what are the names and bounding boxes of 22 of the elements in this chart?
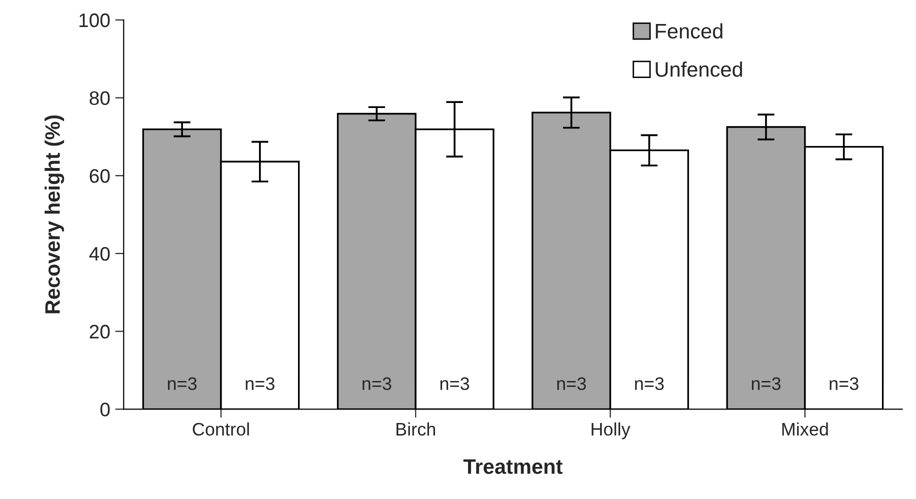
y-tick-label: 60 xyxy=(90,169,110,183)
annotation: n=3 xyxy=(635,377,664,390)
y-tick-label: 0 xyxy=(100,402,110,416)
y-tick-label: 40 xyxy=(89,246,110,261)
y-tick-label: 100 xyxy=(80,13,110,28)
x-tick-label: Holly xyxy=(592,422,630,440)
x-axis-title: Treatment xyxy=(463,459,562,474)
annotation: n=3 xyxy=(362,377,392,390)
legend-label: Fenced xyxy=(656,23,722,39)
annotation: n=3 xyxy=(440,377,470,390)
annotation: n=3 xyxy=(246,377,274,390)
annotation: n=3 xyxy=(830,377,858,390)
x-tick-label: Control xyxy=(192,422,249,436)
annotation: n=3 xyxy=(557,377,586,390)
x-tick-label: Birch xyxy=(396,422,436,436)
annotation: n=3 xyxy=(752,377,781,390)
y-axis-title: Recovery height (%) xyxy=(44,115,64,314)
annotation: n=3 xyxy=(168,377,197,390)
y-tick-label: 80 xyxy=(90,91,110,106)
y-tick-label: 20 xyxy=(90,324,110,339)
x-tick-label: Mixed xyxy=(782,422,828,436)
legend-label: Unfenced xyxy=(656,62,742,77)
